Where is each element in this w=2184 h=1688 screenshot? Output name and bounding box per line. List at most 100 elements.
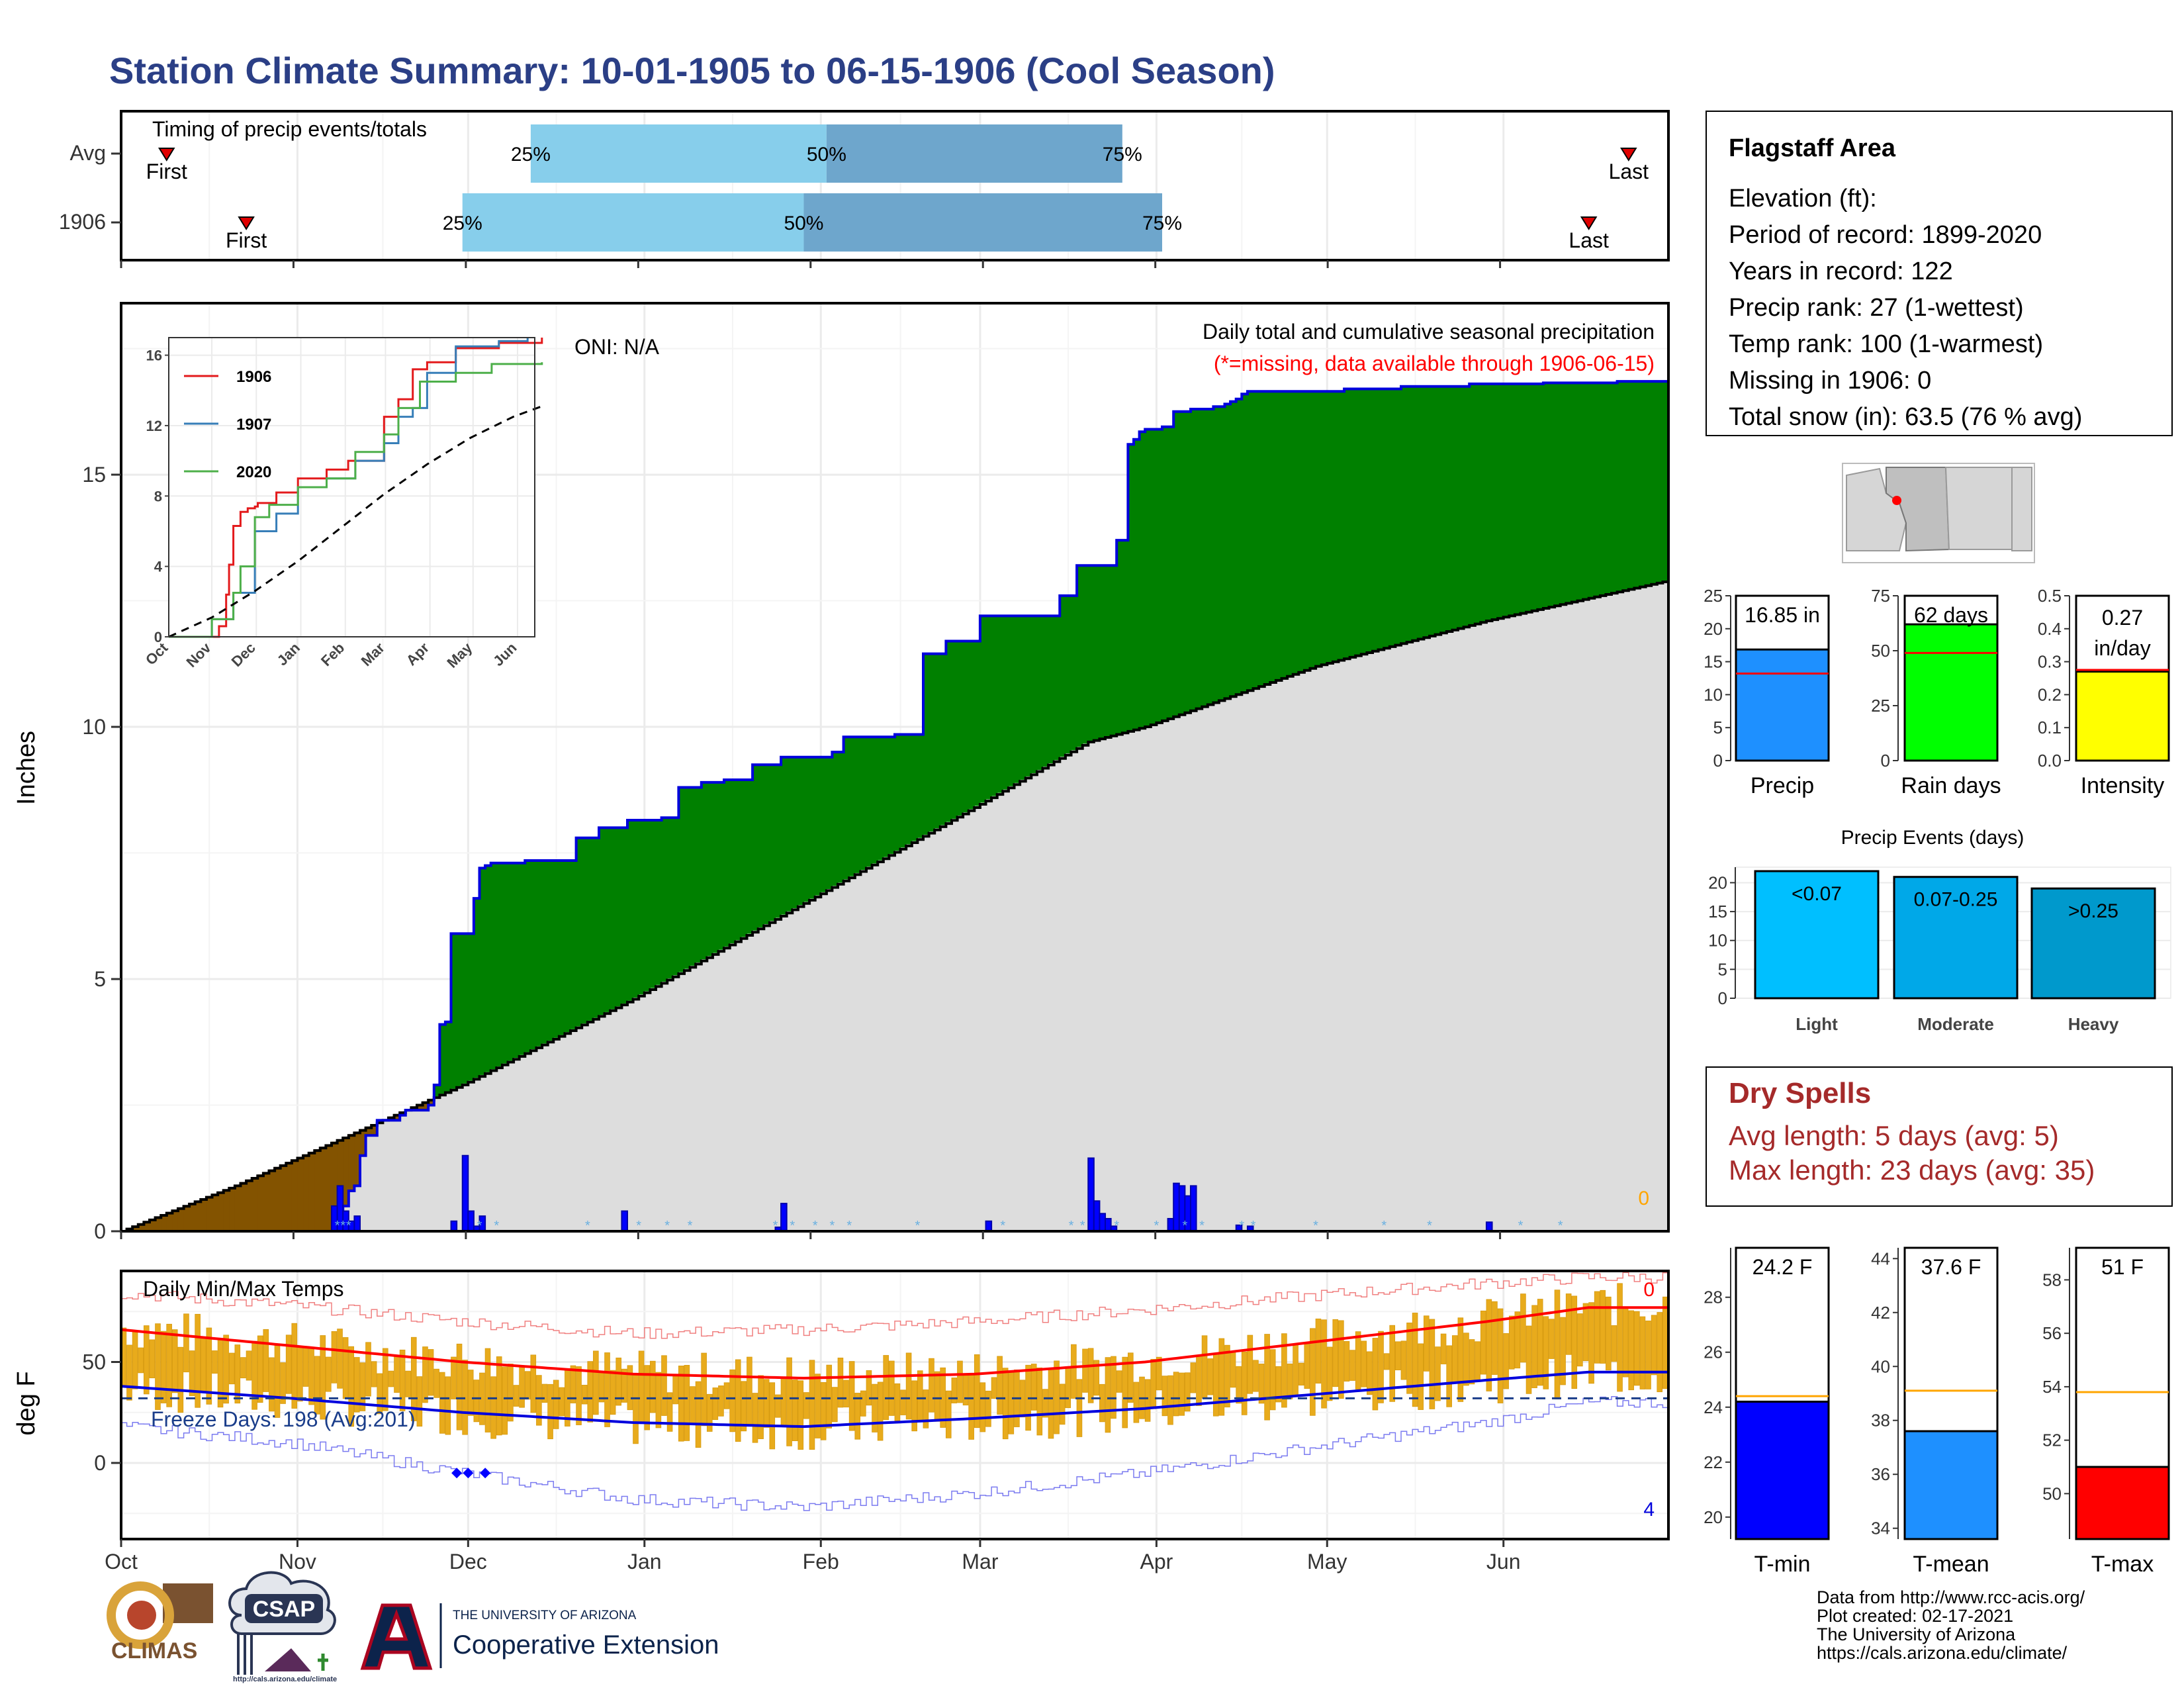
- above-normal-segment: [1134, 439, 1140, 729]
- daily-temp-bar: [786, 1357, 792, 1446]
- timing-label: Timing of precip events/totals: [152, 117, 427, 141]
- below-normal-segment: [234, 1184, 242, 1231]
- precip-y-tick-label: 5: [94, 967, 106, 991]
- daily-temp-bar: [269, 1357, 275, 1412]
- above-normal-segment: [1583, 383, 1590, 599]
- above-normal-segment: [1332, 391, 1340, 661]
- above-normal-segment: [1099, 565, 1106, 739]
- above-normal-segment: [1275, 391, 1283, 680]
- above-normal-segment: [445, 1021, 452, 1092]
- above-normal-segment: [718, 782, 725, 950]
- daily-precip-bar: [985, 1220, 993, 1232]
- above-normal-segment: [468, 933, 475, 1081]
- above-normal-segment: [735, 780, 742, 941]
- above-normal-segment: [1373, 389, 1379, 651]
- below-normal-segment: [303, 1154, 310, 1231]
- above-normal-segment: [1224, 404, 1231, 698]
- daily-temp-bar: [1508, 1315, 1515, 1370]
- daily-temp-bar: [815, 1374, 821, 1438]
- below-normal-segment: [269, 1169, 275, 1231]
- last-event-label: Last: [1569, 228, 1609, 252]
- below-normal-segment: [314, 1149, 321, 1231]
- daily-temp-bar: [848, 1361, 855, 1431]
- record-high-line: [121, 1272, 1669, 1339]
- above-normal-segment: [701, 782, 707, 960]
- daily-temp-bar: [1076, 1379, 1083, 1437]
- trace-marker: *: [1114, 1219, 1119, 1233]
- daily-precip-bar: [1173, 1182, 1180, 1233]
- above-normal-segment: [1441, 386, 1447, 633]
- above-normal-segment: [536, 860, 543, 1047]
- daily-temp-bar: [1423, 1315, 1430, 1372]
- below-normal-segment: [320, 1147, 327, 1231]
- daily-temp-bar: [1099, 1383, 1105, 1423]
- daily-temp-bar: [234, 1344, 241, 1404]
- csap-mountain: [265, 1648, 311, 1671]
- stats-y-tick-label: 36: [1871, 1464, 1890, 1484]
- above-normal-segment: [940, 653, 946, 825]
- daily-temp-bar: [666, 1392, 673, 1432]
- oni-label: ONI: N/A: [574, 335, 660, 359]
- below-normal-segment: [166, 1211, 173, 1231]
- daily-temp-bar: [377, 1373, 383, 1415]
- events-bar-label: 0.07-0.25: [1914, 889, 1998, 911]
- daily-temp-bar: [1480, 1310, 1486, 1375]
- daily-temp-bar: [604, 1352, 610, 1427]
- csap-url: http://cals.arizona.edu/climate: [233, 1675, 337, 1683]
- inset-y-tick-label: 12: [146, 418, 162, 434]
- above-normal-segment: [684, 787, 691, 969]
- above-normal-segment: [1247, 391, 1254, 690]
- above-normal-segment: [627, 820, 634, 1001]
- inset-lines: [168, 338, 543, 638]
- above-normal-segment: [519, 863, 525, 1055]
- above-normal-segment: [621, 827, 628, 1004]
- daily-temp-bar: [1008, 1370, 1015, 1434]
- daily-temp-bar: [126, 1344, 132, 1401]
- daily-temp-bar: [320, 1335, 326, 1420]
- daily-temp-bar: [171, 1329, 178, 1393]
- above-normal-segment: [1088, 565, 1095, 741]
- daily-temp-bar: [979, 1382, 986, 1432]
- daily-temp-bar: [1617, 1283, 1623, 1392]
- daily-temp-bar: [280, 1362, 286, 1404]
- above-normal-segment: [1349, 389, 1356, 657]
- above-normal-segment: [1105, 565, 1112, 737]
- above-normal-segment: [1509, 383, 1516, 616]
- daily-temp-bar: [508, 1364, 514, 1422]
- daily-temp-bar: [587, 1361, 594, 1423]
- daily-temp-bar: [747, 1356, 752, 1425]
- above-normal-segment: [809, 757, 816, 899]
- below-normal-segment: [132, 1225, 139, 1231]
- above-normal-segment: [1606, 383, 1612, 594]
- inset-x-tick-label: Mar: [358, 639, 388, 670]
- above-normal-segment: [1236, 399, 1242, 694]
- daily-precip-bar: [1167, 1217, 1175, 1232]
- above-normal-segment: [514, 863, 520, 1058]
- stats-value-label: 0.27: [2102, 606, 2143, 630]
- daily-temp-bar: [1048, 1368, 1054, 1439]
- inset-average-line: [168, 405, 543, 638]
- station-info-line: Missing in 1906: 0: [1729, 367, 1931, 395]
- daily-temp-bar: [832, 1387, 838, 1423]
- above-normal-segment: [1628, 381, 1635, 589]
- above-normal-segment: [1202, 409, 1208, 706]
- stats-y-tick-label: 0.1: [2038, 718, 2062, 737]
- above-normal-segment: [1111, 565, 1117, 735]
- above-normal-segment: [1259, 391, 1265, 686]
- daily-temp-bar: [1054, 1360, 1060, 1434]
- temp-lines: [120, 1272, 1669, 1511]
- above-normal-segment: [1253, 391, 1259, 688]
- above-normal-segment: [1651, 381, 1658, 584]
- stats-category-label: T-max: [2091, 1552, 2154, 1577]
- daily-temp-bar: [951, 1378, 958, 1403]
- above-normal-segment: [752, 765, 759, 931]
- daily-temp-bar: [1036, 1367, 1043, 1436]
- daily-temp-bar: [519, 1366, 525, 1408]
- above-normal-segment: [1623, 381, 1629, 590]
- below-normal-segment: [394, 1113, 400, 1121]
- timing-frame: [120, 110, 1670, 261]
- above-normal-segment: [1190, 409, 1197, 710]
- temp-y-tick-label: 50: [82, 1350, 106, 1374]
- stats-y-tick-label: 52: [2042, 1430, 2062, 1450]
- daily-precip-bar: [621, 1210, 629, 1232]
